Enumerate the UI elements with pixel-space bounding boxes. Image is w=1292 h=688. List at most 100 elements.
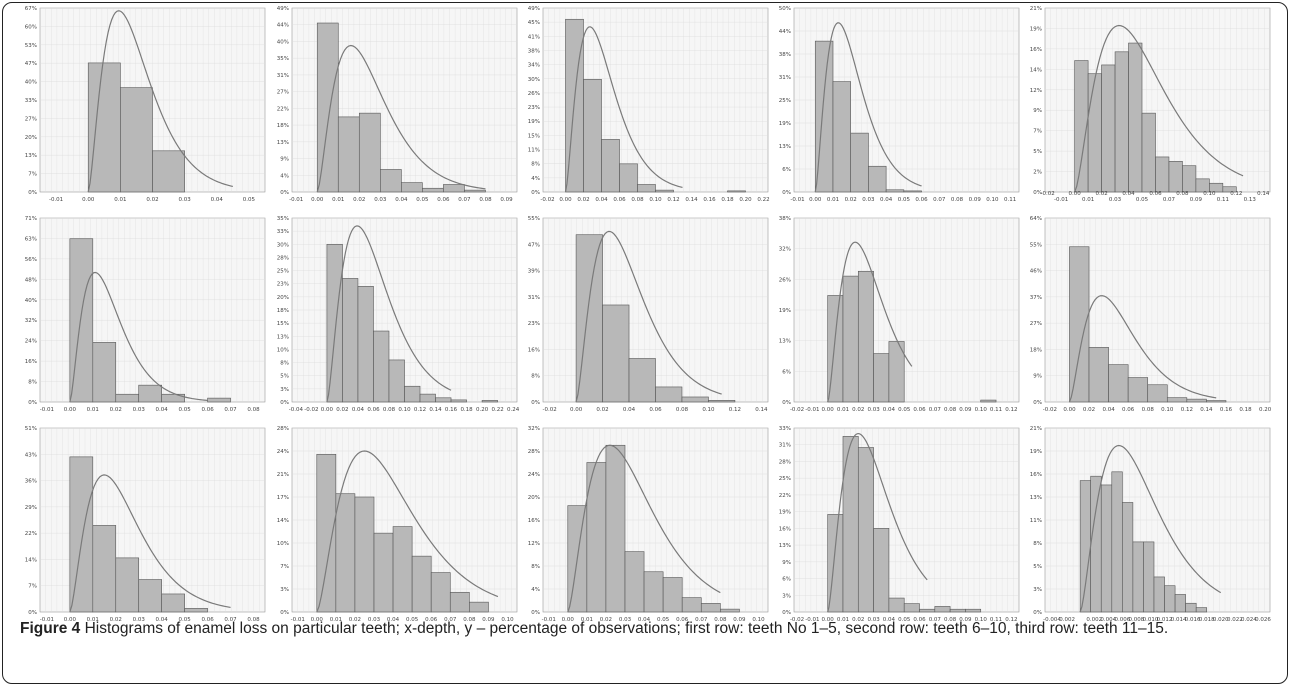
y-tick-label: 19%	[1030, 26, 1042, 32]
x-tick-label: 0.02	[110, 617, 122, 623]
x-tick-label: 0.05	[179, 617, 192, 623]
histogram-bar	[1182, 165, 1197, 193]
y-tick-label: 0%	[782, 400, 791, 406]
x-tick-label: 0.04	[1102, 407, 1115, 413]
x-tick-label: -0.004	[1043, 617, 1061, 623]
y-tick-label: 24%	[25, 339, 37, 345]
histogram-bar	[207, 397, 231, 403]
y-tick-label: 38%	[779, 52, 791, 58]
x-tick-label: 0.07	[444, 617, 457, 623]
x-tick-label: 0.00	[311, 617, 324, 623]
x-tick-label: -0.01	[291, 617, 305, 623]
y-tick-label: 71%	[25, 216, 37, 222]
y-tick-label: 28%	[528, 449, 540, 455]
x-tick-label: 0.10	[752, 617, 765, 623]
y-tick-label: 8%	[280, 361, 289, 367]
histogram-bar	[316, 453, 337, 613]
x-tick-label: 0.01	[114, 197, 126, 203]
histogram-bar	[655, 189, 674, 193]
x-tick-label: 0.04	[595, 197, 608, 203]
x-tick-label: 0.02	[110, 407, 122, 413]
x-tick-label: -0.02	[1043, 407, 1057, 413]
histogram-bar	[624, 551, 645, 613]
x-tick-label: 0.10	[501, 617, 514, 623]
histogram-bar	[342, 278, 359, 403]
x-tick-label: -0.01	[805, 407, 819, 413]
x-tick-label: 0.06	[613, 197, 626, 203]
histogram-bar	[601, 139, 620, 193]
y-tick-label: 39%	[528, 269, 540, 275]
x-tick-label: 0.03	[368, 617, 381, 623]
y-tick-label: 0%	[1033, 610, 1042, 616]
fitted-curve	[575, 230, 722, 403]
y-tick-label: 48%	[25, 277, 37, 283]
fitted-curve	[316, 44, 486, 193]
y-tick-label: 24%	[528, 472, 540, 478]
histogram-tooth-13: 0% 4% 8% 12% 16% 20% 24% 28% 32% -0.01 0.00 0.01 0.0…	[521, 422, 771, 630]
y-tick-label: 16%	[1030, 47, 1042, 53]
x-tick-label: 0.04	[883, 407, 896, 413]
x-tick-label: 0.11	[1004, 197, 1016, 203]
x-tick-label: 0.06	[367, 407, 380, 413]
y-tick-label: 30%	[528, 77, 540, 83]
y-tick-label: 67%	[25, 6, 37, 12]
fitted-curve	[1079, 444, 1222, 613]
histogram-bar	[1174, 594, 1186, 613]
x-tick-label: 0.04	[352, 407, 365, 413]
x-tick-label: 0.12	[729, 407, 741, 413]
histogram-bar	[335, 493, 356, 613]
y-tick-label: 9%	[280, 157, 289, 163]
histogram-tooth-7: 0% 3% 5% 8% 10% 13% 15% 18% 20% 23% 25% 28% 30% 33% 35…	[270, 212, 520, 420]
x-tick-label: -0.04	[289, 407, 304, 413]
histogram-bar	[708, 400, 736, 403]
y-tick-label: 7%	[1033, 129, 1042, 135]
y-tick-label: 10%	[277, 347, 289, 353]
histogram-bar	[832, 81, 851, 193]
y-tick-label: 5%	[1033, 149, 1042, 155]
x-tick-label: 0.06	[913, 407, 926, 413]
y-tick-label: 28%	[277, 255, 289, 261]
histogram-bar	[138, 384, 162, 403]
x-tick-label: 0.00	[64, 407, 77, 413]
y-tick-label: 22%	[25, 531, 37, 537]
histogram-bar	[857, 270, 874, 403]
histogram-tooth-4: 0% 6% 13% 19% 25% 31% 38% 44% 50% -0.01 0.00 0.01 0.…	[772, 2, 1022, 210]
histogram-bar	[1132, 541, 1144, 613]
y-tick-label: 11%	[1030, 518, 1042, 524]
x-tick-label: 0.14	[1257, 191, 1270, 197]
x-tick-label: 0.10	[649, 197, 662, 203]
histogram-bar	[87, 62, 121, 193]
y-tick-label: 25%	[779, 98, 791, 104]
x-tick-label: 0.04	[638, 617, 651, 623]
y-tick-label: 31%	[277, 73, 289, 79]
histogram-bar	[637, 184, 656, 193]
x-tick-label: -0.01	[40, 407, 54, 413]
histogram-bar	[422, 187, 444, 193]
x-tick-label: 0.00	[562, 617, 575, 623]
x-tick-label: 0.05	[898, 407, 911, 413]
x-tick-label: 0.07	[933, 197, 946, 203]
x-tick-label: 0.08	[247, 407, 260, 413]
x-tick-label: 0.02	[1083, 407, 1095, 413]
x-tick-label: 0.08	[944, 407, 957, 413]
y-tick-label: 12%	[1030, 88, 1042, 94]
x-tick-label: 0.03	[133, 617, 146, 623]
x-tick-label: 0.14	[685, 197, 698, 203]
histogram-bar	[161, 593, 185, 613]
histogram-bar	[602, 304, 630, 403]
x-tick-label: 0.18	[1239, 407, 1252, 413]
fitted-curve	[87, 10, 233, 193]
y-tick-label: 46%	[1030, 269, 1042, 275]
y-tick-label: 0%	[1033, 400, 1042, 406]
x-tick-label: 0.03	[867, 617, 880, 623]
histogram-bar	[842, 436, 859, 613]
x-tick-label: 0.09	[500, 197, 513, 203]
x-tick-label: 0.06	[437, 197, 450, 203]
histogram-bar	[1166, 397, 1188, 403]
y-tick-label: 0%	[280, 610, 289, 616]
x-tick-label: 0.07	[1163, 197, 1176, 203]
fitted-curve	[326, 225, 452, 403]
x-tick-label: 0.10	[975, 407, 988, 413]
y-tick-label: 0%	[28, 610, 37, 616]
x-tick-label: 0.02	[146, 197, 158, 203]
